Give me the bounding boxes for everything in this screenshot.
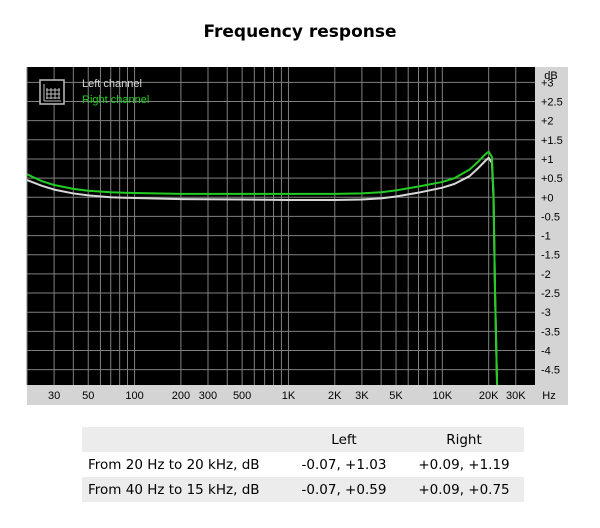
x-tick-label: 1K (282, 390, 296, 402)
series-layer (27, 150, 499, 385)
legend-entry-left-channel: Left channel (82, 78, 142, 90)
x-unit-label: Hz (542, 390, 555, 402)
y-tick-label: +2.5 (541, 96, 563, 108)
results-right-value: +0.09, +0.75 (404, 477, 524, 502)
x-tick-label: 30K (506, 390, 526, 402)
x-tick-label: 200 (172, 390, 190, 402)
y-tick-label: +1.5 (541, 135, 563, 147)
results-header-cell (82, 427, 284, 452)
results-header-cell: Left (284, 427, 404, 452)
table-row: From 20 Hz to 20 kHz, dB -0.07, +1.03 +0… (82, 452, 524, 477)
table-row: From 40 Hz to 15 kHz, dB -0.07, +0.59 +0… (82, 477, 524, 502)
results-left-value: -0.07, +0.59 (284, 477, 404, 502)
results-right-value: +0.09, +1.19 (404, 452, 524, 477)
legend-entry-right-channel: Right channel (82, 94, 149, 106)
chart-title: Frequency response (203, 22, 397, 42)
y-axis-ticks: +3 +2.5 +2 +1.5 +1 +0.5 +0 -0.5 -1 -1.5 -2 -2.5 -3 -3… (541, 77, 563, 376)
y-tick-label: +0.5 (541, 173, 563, 185)
x-tick-label: 100 (125, 390, 143, 402)
results-table: Left Right From 20 Hz to 20 kHz, dB -0.0… (82, 427, 524, 502)
frequency-response-chart: 30 50 100 200 300 500 1K 2K 3K 5K 10K 20K 30K +3 +2.5… (26, 67, 568, 405)
y-tick-label: +2 (541, 116, 554, 128)
series-line-right-channel (27, 150, 499, 385)
x-tick-label: 2K (328, 390, 342, 402)
y-tick-label: -4 (541, 346, 551, 358)
results-table-header: Left Right (82, 427, 524, 452)
y-tick-label: +0 (541, 192, 554, 204)
y-unit-label: dB (544, 70, 557, 82)
y-tick-label: +1 (541, 154, 554, 166)
y-tick-label: +3 (541, 77, 554, 89)
y-tick-label: -0.5 (541, 211, 560, 223)
x-tick-label: 10K (433, 390, 453, 402)
series-line-left-channel (27, 156, 499, 385)
x-tick-label: 50 (82, 390, 94, 402)
y-tick-label: -1.5 (541, 250, 560, 262)
results-range-label: From 40 Hz to 15 kHz, dB (82, 477, 284, 502)
y-tick-label: -2.5 (541, 288, 560, 300)
y-tick-label: -3 (541, 307, 551, 319)
x-axis-ticks: 30 50 100 200 300 500 1K 2K 3K 5K 10K 20K 30K (48, 390, 526, 402)
y-tick-label: -2 (541, 269, 551, 281)
results-left-value: -0.07, +1.03 (284, 452, 404, 477)
legend: Left channel Right channel (39, 78, 149, 106)
grid (26, 67, 535, 385)
x-tick-label: 30 (48, 390, 60, 402)
x-tick-label: 20K (479, 390, 499, 402)
y-tick-label: -3.5 (541, 326, 560, 338)
x-tick-label: 3K (355, 390, 369, 402)
x-tick-label: 5K (389, 390, 403, 402)
results-header-cell: Right (404, 427, 524, 452)
legend-chart-icon (43, 84, 61, 102)
y-tick-label: -4.5 (541, 365, 560, 377)
y-tick-label: -1 (541, 231, 551, 243)
results-range-label: From 20 Hz to 20 kHz, dB (82, 452, 284, 477)
x-tick-label: 300 (199, 390, 217, 402)
x-tick-label: 500 (233, 390, 251, 402)
